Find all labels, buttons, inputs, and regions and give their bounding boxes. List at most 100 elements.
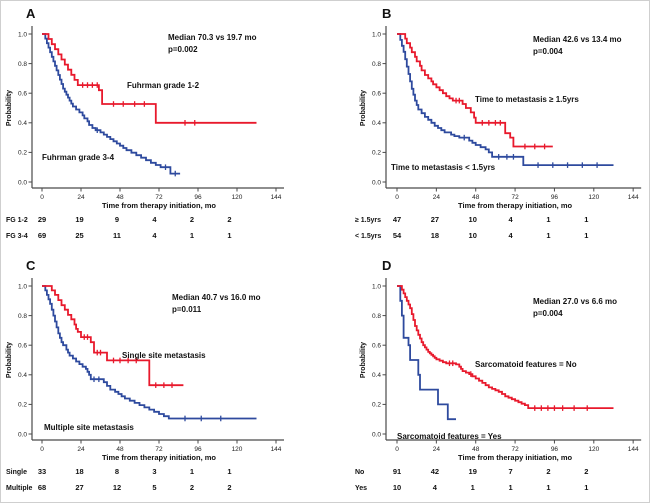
- x-tick-label: 24: [433, 446, 441, 453]
- risk-count: 4: [433, 483, 438, 492]
- x-tick-label: 144: [271, 446, 282, 453]
- risk-count: 1: [584, 483, 588, 492]
- risk-count: 1: [546, 483, 550, 492]
- risk-count: 1: [546, 215, 550, 224]
- risk-count: 1: [471, 483, 475, 492]
- km-curve-red: [397, 33, 553, 148]
- p-value-annotation: p=0.004: [533, 309, 563, 318]
- risk-count: 2: [584, 467, 588, 476]
- x-tick-label: 0: [395, 194, 399, 201]
- x-tick-label: 96: [551, 194, 559, 201]
- x-tick-label: 96: [194, 446, 202, 453]
- risk-count: 10: [469, 231, 477, 240]
- risk-count: 1: [190, 231, 194, 240]
- y-tick-label: 0.0: [18, 179, 27, 186]
- risk-count: 1: [546, 231, 550, 240]
- panel-d-plot: D1.00.80.60.40.20.00 24 48 72 96 120 144Probab…: [355, 258, 642, 492]
- y-tick-label: 0.0: [18, 431, 27, 438]
- curve-label-blue: Multiple site metastasis: [44, 423, 134, 432]
- x-tick-label: 24: [77, 446, 85, 453]
- x-tick-label: 144: [628, 446, 639, 453]
- risk-row-label: Yes: [355, 485, 367, 492]
- curve-label-blue: Fuhrman grade 3-4: [42, 153, 115, 162]
- panel-a: A 1.0 0.8 0.6 0.4 0.2 0.0 0 24 48 72 96 120 144 Probab…: [0, 0, 325, 252]
- x-axis-title: Time from therapy initiation, mo: [102, 201, 216, 210]
- y-tick-label: 0.0: [372, 431, 381, 438]
- risk-count: 18: [431, 231, 439, 240]
- risk-count: 1: [584, 215, 588, 224]
- x-tick-label: 48: [472, 446, 480, 453]
- risk-row-label: Multiple: [6, 485, 33, 492]
- risk-count: 91: [393, 467, 401, 476]
- km-curve-blue: [397, 284, 456, 420]
- risk-count: 10: [469, 215, 477, 224]
- x-tick-label: 72: [511, 446, 519, 453]
- risk-count: 1: [190, 467, 194, 476]
- panel-c-plot: C 1.0 0.8 0.6 0.4 0.2 0.0 0 24 48 72 96 120 144 Probab…: [6, 258, 284, 492]
- curve-label-blue: Time to metastasis < 1.5yrs: [391, 163, 496, 172]
- y-tick-label: 0.0: [372, 179, 381, 186]
- risk-count: 2: [546, 467, 550, 476]
- risk-count: 7: [508, 467, 512, 476]
- km-curve-blue: [42, 33, 181, 175]
- y-axis-title: Probability: [360, 90, 367, 126]
- risk-count: 27: [431, 215, 439, 224]
- y-tick-label: 1.0: [18, 31, 27, 38]
- x-axis-title: Time from therapy initiation, mo: [458, 201, 572, 210]
- y-tick-label: 1.0: [18, 283, 27, 290]
- y-axis-title: Probability: [6, 341, 13, 377]
- risk-count: 18: [75, 467, 83, 476]
- x-tick-label: 72: [155, 446, 163, 453]
- x-tick-label: 24: [77, 194, 85, 201]
- risk-count: 2: [227, 483, 231, 492]
- panel-a-plot: A1.00.80.60.40.20.00 24 48 72 96 120 144Probab…: [6, 6, 284, 240]
- x-tick-label: 120: [588, 194, 599, 201]
- y-tick-label: 0.4: [372, 372, 381, 379]
- x-tick-label: 72: [511, 194, 519, 201]
- x-tick-label: 48: [472, 194, 480, 201]
- p-value-annotation: p=0.011: [172, 305, 202, 314]
- y-tick-label: 0.8: [372, 312, 381, 319]
- x-tick-label: 72: [155, 194, 163, 201]
- y-tick-label: 1.0: [372, 31, 381, 38]
- panel-b: B 1.0 0.8 0.6 0.4 0.2 0.0 0 24 48 72 96 120 144 Probab…: [325, 0, 650, 252]
- p-value-annotation: p=0.004: [533, 47, 563, 56]
- x-tick-label: 48: [116, 446, 124, 453]
- panel-letter: D: [382, 258, 391, 273]
- curve-label-red: Single site metastasis: [122, 351, 206, 360]
- risk-row-label: Single: [6, 469, 27, 476]
- x-tick-label: 0: [395, 446, 399, 453]
- median-annotation: Median 27.0 vs 6.6 mo: [533, 297, 617, 306]
- risk-count: 5: [152, 483, 156, 492]
- panel-letter: B: [382, 6, 391, 21]
- risk-count: 25: [75, 231, 83, 240]
- x-tick-label: 120: [232, 446, 243, 453]
- curve-label-red: Sarcomatoid features = No: [475, 360, 577, 369]
- y-tick-label: 0.6: [18, 342, 27, 349]
- panel-d: D 1.0 0.8 0.6 0.4 0.2 0.0 0 24 48 72 96 120 144 Probab…: [325, 252, 650, 503]
- x-axis-title: Time from therapy initiation, mo: [458, 453, 572, 462]
- km-curve-red: [42, 284, 184, 386]
- km-curve-blue: [42, 284, 257, 419]
- y-tick-label: 0.6: [372, 342, 381, 349]
- risk-count: 2: [227, 215, 231, 224]
- risk-count: 4: [152, 215, 157, 224]
- x-tick-label: 144: [271, 194, 282, 201]
- risk-count: 1: [584, 231, 588, 240]
- risk-count: 4: [508, 215, 513, 224]
- risk-row-label: FG 1-2: [6, 217, 28, 224]
- risk-count: 4: [508, 231, 513, 240]
- x-axis-title: Time from therapy initiation, mo: [102, 453, 216, 462]
- risk-count: 19: [75, 215, 83, 224]
- risk-count: 19: [469, 467, 477, 476]
- risk-count: 54: [393, 231, 402, 240]
- x-tick-label: 0: [40, 446, 44, 453]
- risk-count: 4: [152, 231, 157, 240]
- risk-count: 9: [115, 215, 119, 224]
- x-tick-label: 144: [628, 194, 639, 201]
- risk-count: 42: [431, 467, 439, 476]
- risk-count: 2: [190, 483, 194, 492]
- risk-count: 33: [38, 467, 46, 476]
- median-annotation: Median 70.3 vs 19.7 mo: [168, 33, 257, 42]
